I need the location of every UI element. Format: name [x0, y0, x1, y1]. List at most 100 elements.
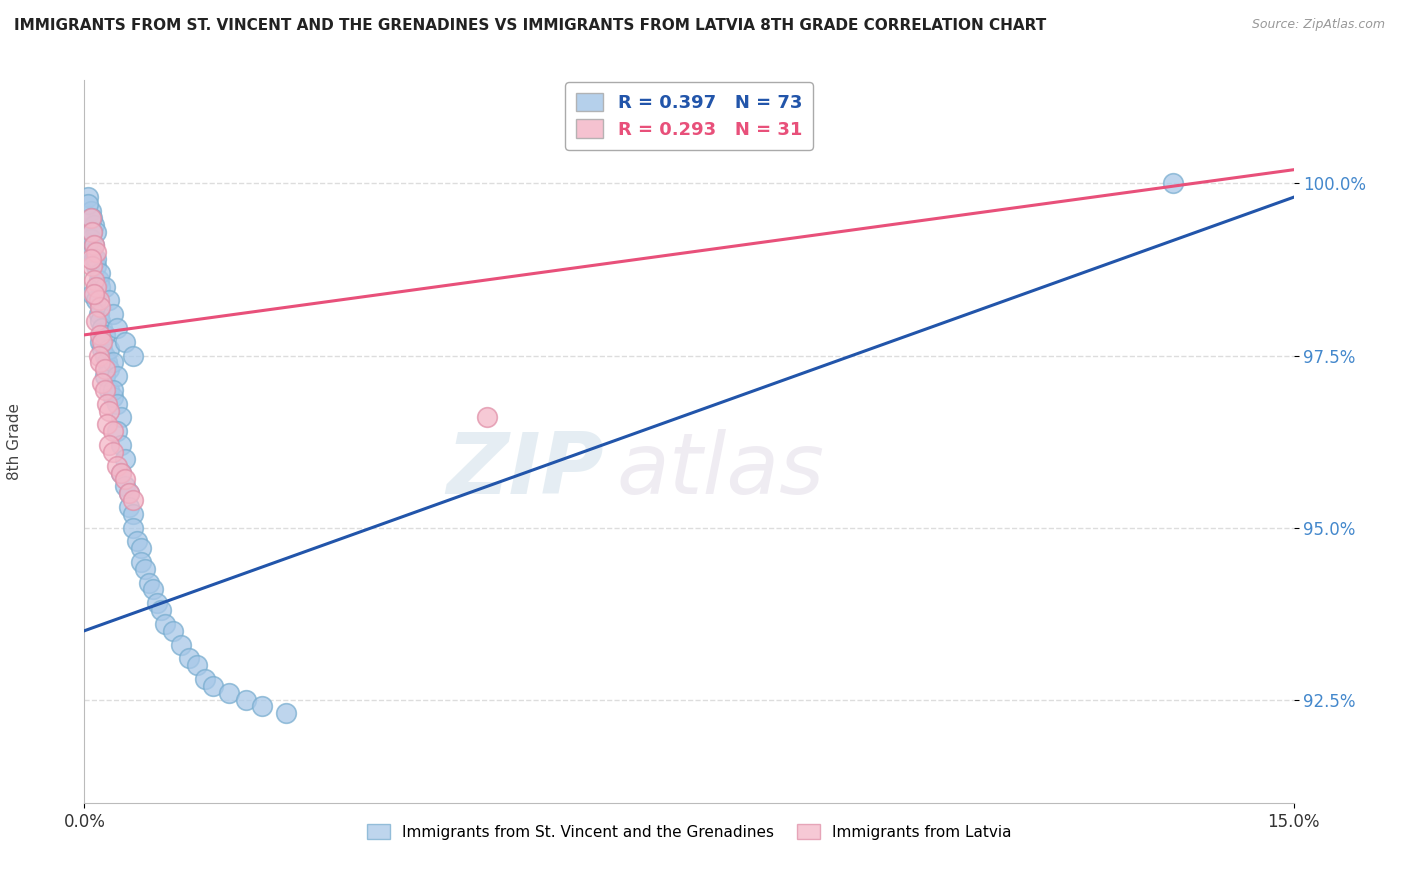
Point [82, 245, 104, 260]
Point [86, 279, 108, 293]
Point [77, 197, 100, 211]
Point [97, 383, 120, 397]
Point [142, 582, 165, 597]
Point [125, 534, 148, 549]
Point [83, 238, 105, 252]
Point [89, 301, 111, 315]
Legend: Immigrants from St. Vincent and the Grenadines, Immigrants from Latvia: Immigrants from St. Vincent and the Gren… [360, 818, 1018, 846]
Point [93, 327, 115, 342]
Point [93, 369, 115, 384]
Point [101, 390, 124, 404]
Point [121, 349, 143, 363]
Point [80, 231, 103, 245]
Point [87, 273, 110, 287]
Point [97, 293, 120, 308]
Point [93, 279, 115, 293]
Point [110, 466, 132, 480]
Point [250, 699, 273, 714]
Point [96, 417, 118, 432]
Text: ZIP: ZIP [447, 429, 605, 512]
Text: IMMIGRANTS FROM ST. VINCENT AND THE GRENADINES VS IMMIGRANTS FROM LATVIA 8TH GRA: IMMIGRANTS FROM ST. VINCENT AND THE GREN… [14, 18, 1046, 33]
Point [121, 520, 143, 534]
Point [105, 369, 128, 384]
Point [91, 334, 114, 349]
Point [101, 424, 124, 438]
Point [82, 225, 104, 239]
Point [194, 672, 217, 686]
Point [138, 575, 160, 590]
Point [162, 624, 184, 638]
Point [1161, 177, 1184, 191]
Point [80, 211, 103, 225]
Point [121, 493, 143, 508]
Point [83, 273, 105, 287]
Point [97, 438, 120, 452]
Point [86, 252, 108, 267]
Point [93, 383, 115, 397]
Point [118, 500, 141, 514]
Point [170, 638, 193, 652]
Point [87, 307, 110, 321]
Point [89, 334, 111, 349]
Point [118, 486, 141, 500]
Point [134, 562, 156, 576]
Point [97, 403, 120, 417]
Point [89, 279, 111, 293]
Point [218, 686, 240, 700]
Point [82, 286, 104, 301]
Point [93, 362, 115, 376]
Point [105, 321, 128, 335]
Point [101, 445, 124, 459]
Point [93, 327, 115, 342]
Point [153, 616, 176, 631]
Point [202, 679, 225, 693]
Point [89, 314, 111, 328]
Point [91, 321, 114, 335]
Point [82, 225, 104, 239]
Point [121, 507, 143, 521]
Point [235, 692, 257, 706]
Point [186, 658, 208, 673]
Point [77, 190, 100, 204]
Point [80, 204, 103, 219]
Point [89, 266, 111, 280]
Point [105, 424, 128, 438]
Point [96, 355, 118, 369]
Point [83, 252, 105, 267]
Point [86, 259, 108, 273]
Text: Source: ZipAtlas.com: Source: ZipAtlas.com [1251, 18, 1385, 31]
Point [274, 706, 297, 721]
Point [80, 252, 103, 267]
Point [93, 349, 115, 363]
Point [97, 362, 120, 376]
Point [101, 383, 124, 397]
Point [86, 314, 108, 328]
Point [80, 211, 103, 225]
Point [86, 245, 108, 260]
Point [101, 355, 124, 369]
Point [83, 286, 105, 301]
Point [83, 238, 105, 252]
Point [91, 376, 114, 390]
Point [114, 451, 136, 466]
Point [477, 410, 499, 425]
Point [82, 211, 104, 225]
Point [101, 307, 124, 321]
Point [87, 293, 110, 308]
Point [87, 349, 110, 363]
Point [82, 259, 104, 273]
Point [114, 472, 136, 486]
Point [114, 479, 136, 493]
Point [129, 555, 152, 569]
Y-axis label: 8th Grade: 8th Grade [7, 403, 22, 480]
Point [105, 397, 128, 411]
Point [96, 397, 118, 411]
Point [89, 327, 111, 342]
Point [114, 334, 136, 349]
Point [179, 651, 201, 665]
Point [97, 342, 120, 356]
Text: atlas: atlas [616, 429, 824, 512]
Point [110, 438, 132, 452]
Point [110, 410, 132, 425]
Point [118, 486, 141, 500]
